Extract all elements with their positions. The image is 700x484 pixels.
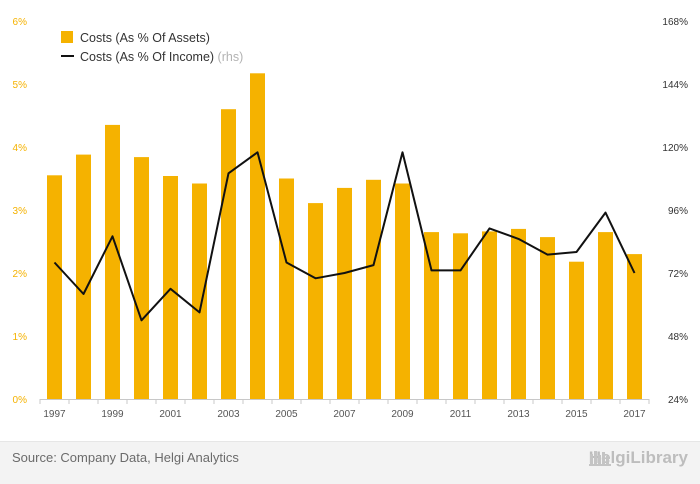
bar-2015	[569, 262, 584, 399]
y-right-tick-label: 24%	[668, 395, 688, 406]
bar-2007	[337, 188, 352, 399]
x-tick-label: 2001	[159, 409, 182, 420]
brand-logo: HelgiLibrary	[589, 448, 688, 468]
legend-label-income-suffix: (rhs)	[218, 50, 244, 64]
y-right-tick-label: 48%	[668, 332, 688, 343]
x-tick-label: 2017	[623, 409, 646, 420]
y-left-tick-label: 5%	[13, 80, 28, 91]
y-left-tick-label: 4%	[13, 143, 28, 154]
x-tick-label: 2007	[333, 409, 356, 420]
bar-2012	[482, 231, 497, 399]
bar-1998	[76, 155, 91, 399]
x-tick-label: 2003	[217, 409, 240, 420]
bar-2011	[453, 233, 468, 399]
bar-2006	[308, 203, 323, 399]
y-right-tick-label: 144%	[662, 80, 688, 91]
bar-2016	[598, 232, 613, 399]
y-right-tick-label: 120%	[662, 143, 688, 154]
source-note: Source: Company Data, Helgi Analytics	[12, 450, 239, 465]
bar-2014	[540, 237, 555, 399]
x-tick-label: 2015	[565, 409, 588, 420]
y-left-tick-label: 0%	[13, 395, 28, 406]
bar-2005	[279, 179, 294, 400]
y-left-tick-label: 1%	[13, 332, 28, 343]
y-right-tick-label: 72%	[668, 269, 688, 280]
legend-label-income-name: Costs (As % Of Income)	[80, 50, 214, 64]
bar-2000	[134, 157, 149, 399]
bar-2008	[366, 180, 381, 399]
y-left-tick-label: 3%	[13, 206, 28, 217]
y-right-tick-label: 96%	[668, 206, 688, 217]
legend-label-assets: Costs (As % Of Assets)	[80, 31, 210, 45]
library-icon	[589, 448, 613, 466]
y-right-tick-label: 168%	[662, 17, 688, 28]
bar-2003	[221, 109, 236, 399]
bar-2013	[511, 229, 526, 399]
legend-swatch-bar	[61, 31, 73, 43]
y-left-tick-label: 2%	[13, 269, 28, 280]
x-tick-label: 1999	[101, 409, 124, 420]
x-tick-label: 2013	[507, 409, 530, 420]
x-tick-label: 2009	[391, 409, 414, 420]
bar-2010	[424, 232, 439, 399]
y-left-tick-label: 6%	[13, 17, 28, 28]
x-tick-label: 2011	[450, 409, 472, 420]
x-tick-label: 2005	[275, 409, 298, 420]
bar-1999	[105, 125, 120, 399]
bar-2001	[163, 176, 178, 399]
bar-1997	[47, 175, 62, 399]
legend-label-income: Costs (As % Of Income) (rhs)	[80, 50, 243, 64]
bar-2004	[250, 73, 265, 399]
x-tick-label: 1997	[43, 409, 66, 420]
bar-2009	[395, 184, 410, 400]
chart-plot: 1997 1999 2001 2003 2005 2007 2009 2011 2013 2015…	[0, 0, 700, 441]
bar-2017	[627, 254, 642, 399]
